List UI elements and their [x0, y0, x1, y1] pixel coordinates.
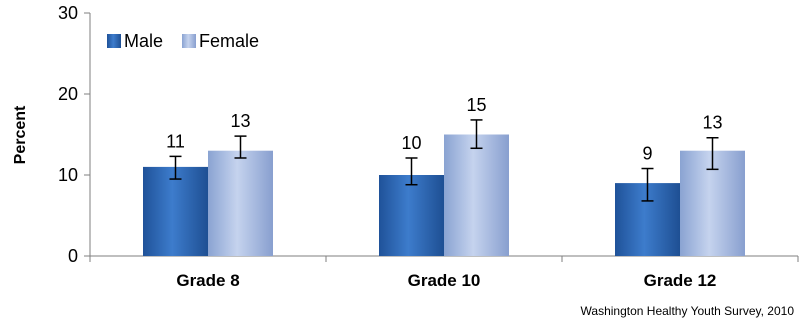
legend-label-female: Female [199, 31, 259, 51]
bar-female [444, 134, 509, 256]
y-tick-label: 0 [68, 246, 78, 266]
legend: Male Female [107, 31, 259, 51]
category-label: Grade 10 [408, 271, 481, 290]
x-ticks [89, 256, 799, 262]
bar-female [208, 150, 273, 256]
category-label: Grade 8 [176, 271, 239, 290]
data-label: 13 [230, 111, 250, 131]
data-label: 13 [702, 113, 722, 133]
y-tick-label: 20 [58, 84, 78, 104]
y-axis-title: Percent [12, 105, 29, 164]
source-note: Washington Healthy Youth Survey, 2010 [581, 304, 795, 318]
data-label: 15 [466, 95, 486, 115]
y-tick-label: 30 [58, 3, 78, 23]
error-bars [169, 119, 719, 202]
legend-swatch-female [182, 34, 196, 48]
bar-male [143, 166, 208, 256]
category-labels: Grade 8 Grade 10 Grade 12 [176, 271, 716, 290]
data-label: 10 [401, 133, 421, 153]
bar-male [379, 175, 444, 256]
legend-label-male: Male [124, 31, 163, 51]
category-label: Grade 12 [644, 271, 717, 290]
y-tick-label: 10 [58, 165, 78, 185]
data-labels: 11 13 10 15 9 13 [166, 95, 722, 164]
data-label: 9 [642, 144, 652, 164]
bars [143, 134, 745, 256]
y-ticks: 0 10 20 30 [58, 3, 90, 266]
legend-swatch-male [107, 34, 121, 48]
data-label: 11 [166, 131, 185, 151]
